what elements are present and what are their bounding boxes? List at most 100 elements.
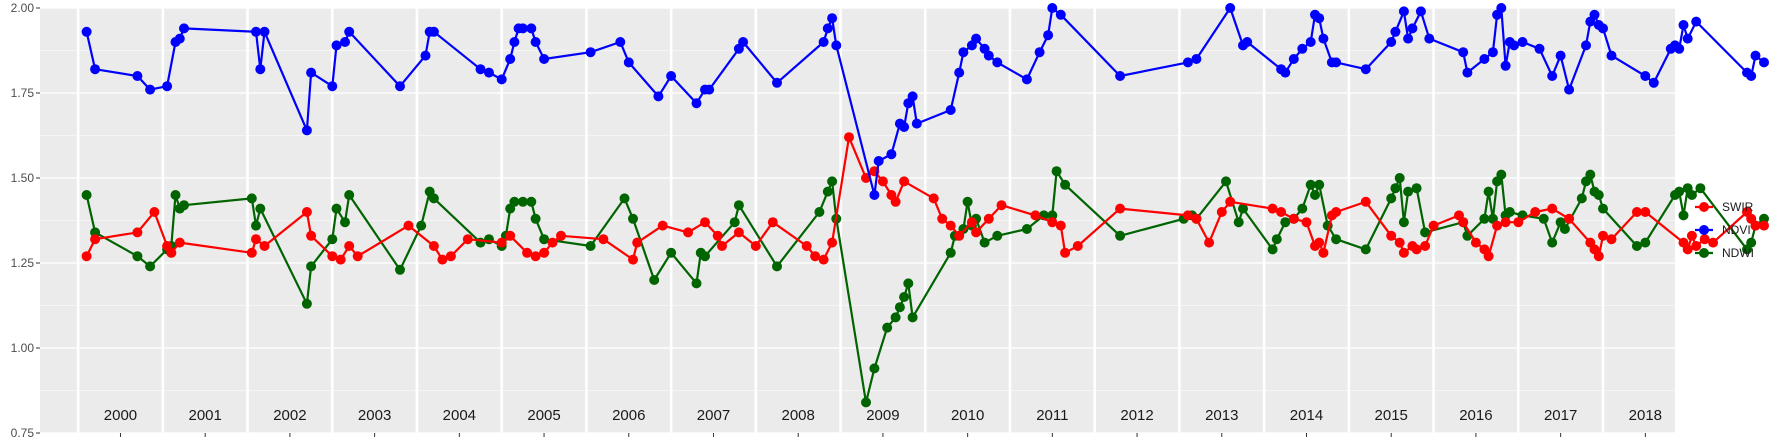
data-point-ndwi [327,234,338,245]
data-point-swir [712,230,723,241]
data-point-ndvi [1598,23,1608,34]
data-point-ndwi [1271,234,1282,245]
data-point-ndvi [585,47,596,58]
data-point-ndwi [1504,207,1515,217]
data-point-ndvi [251,26,261,37]
data-point-ndwi [416,220,427,231]
data-point-ndvi [327,81,338,92]
data-point-ndwi [1547,237,1558,248]
data-point-ndvi [496,74,507,85]
data-point-ndvi [1191,54,1202,64]
data-point-swir [717,241,727,251]
data-point-ndwi [246,193,257,204]
data-point-swir [166,247,177,258]
data-point-ndvi [475,64,486,75]
legend-item-swir: SWIR [1695,200,1754,214]
data-point-ndvi [1589,9,1600,20]
year-label: 2017 [1544,407,1577,424]
data-point-swir [899,176,910,187]
data-point-ndwi [340,217,350,228]
data-point-ndvi [1386,37,1397,47]
data-point-swir [996,200,1007,211]
data-point-ndvi [822,23,833,34]
data-point-ndvi [886,149,897,160]
data-point-ndvi [1288,54,1299,64]
data-point-swir [1030,210,1041,221]
data-point-ndvi [259,26,270,37]
data-point-ndwi [899,292,910,302]
data-point-swir [344,241,355,251]
data-point-ndvi [1462,67,1473,78]
data-point-swir [1276,207,1287,217]
data-point-ndvi [899,122,910,132]
data-point-ndwi [170,190,181,200]
data-point-swir [1394,237,1405,248]
data-point-swir [251,234,261,245]
data-point-ndwi [1386,193,1397,204]
data-point-ndvi [1750,50,1761,61]
data-point-swir [971,227,982,238]
data-point-ndwi [1559,224,1570,234]
data-point-ndvi [1314,13,1325,24]
data-point-ndvi [1034,47,1045,58]
data-point-swir [522,247,533,258]
data-point-swir [1115,203,1126,214]
data-point-swir [1547,203,1558,214]
data-point-ndwi [827,176,838,187]
data-point-ndvi [1055,9,1066,20]
data-point-ndvi [1424,33,1435,44]
data-point-ndvi [344,26,355,37]
legend: SWIR NDVI NDWI [1695,200,1754,260]
legend-key-point [1699,202,1709,212]
data-point-ndvi [1398,6,1409,17]
data-point-ndwi [903,278,914,289]
data-point-swir [1428,220,1439,231]
year-label: 2002 [273,407,306,424]
data-point-swir [1691,241,1702,251]
data-point-ndvi [81,26,92,37]
data-point-swir [983,213,994,224]
data-point-swir [827,237,838,248]
data-point-swir [539,247,550,258]
data-point-ndwi [509,196,520,207]
x-axis [119,433,1646,437]
data-point-swir [1530,207,1541,217]
data-point-ndvi [818,37,829,47]
y-tick-label: 1.50 [11,171,35,185]
data-point-swir [1191,213,1202,224]
data-point-swir [1055,220,1066,231]
data-point-ndwi [1360,244,1371,255]
data-point-ndvi [145,84,156,95]
data-point-ndwi [395,264,405,275]
data-point-swir [1483,251,1494,262]
data-point-swir [1708,237,1719,248]
data-point-ndwi [1267,244,1278,255]
data-point-swir [733,227,744,238]
data-point-ndwi [1496,169,1507,180]
data-point-ndvi [395,81,405,92]
data-point-swir [505,230,516,241]
data-point-ndvi [526,23,537,34]
data-point-swir [1386,230,1397,241]
data-point-ndvi [954,67,965,78]
year-label: 2007 [697,407,730,424]
data-point-swir [556,230,566,241]
data-point-ndvi [1678,20,1689,30]
data-point-swir [327,251,338,262]
data-point-swir [657,220,668,231]
year-label: 2009 [866,407,899,424]
data-point-ndwi [1479,213,1490,224]
data-point-swir [149,207,160,217]
y-tick-label: 1.75 [11,86,35,100]
data-point-ndvi [301,125,312,136]
data-point-ndwi [1420,227,1431,238]
data-point-ndwi [861,397,871,408]
data-point-ndvi [1517,37,1528,47]
y-tick-label: 1.00 [11,341,35,355]
data-point-swir [403,220,414,231]
data-point-ndwi [1297,203,1308,214]
data-point-ndvi [1390,26,1401,37]
data-point-swir [1593,251,1604,262]
data-point-swir [1631,207,1642,217]
data-point-swir [1318,247,1329,258]
